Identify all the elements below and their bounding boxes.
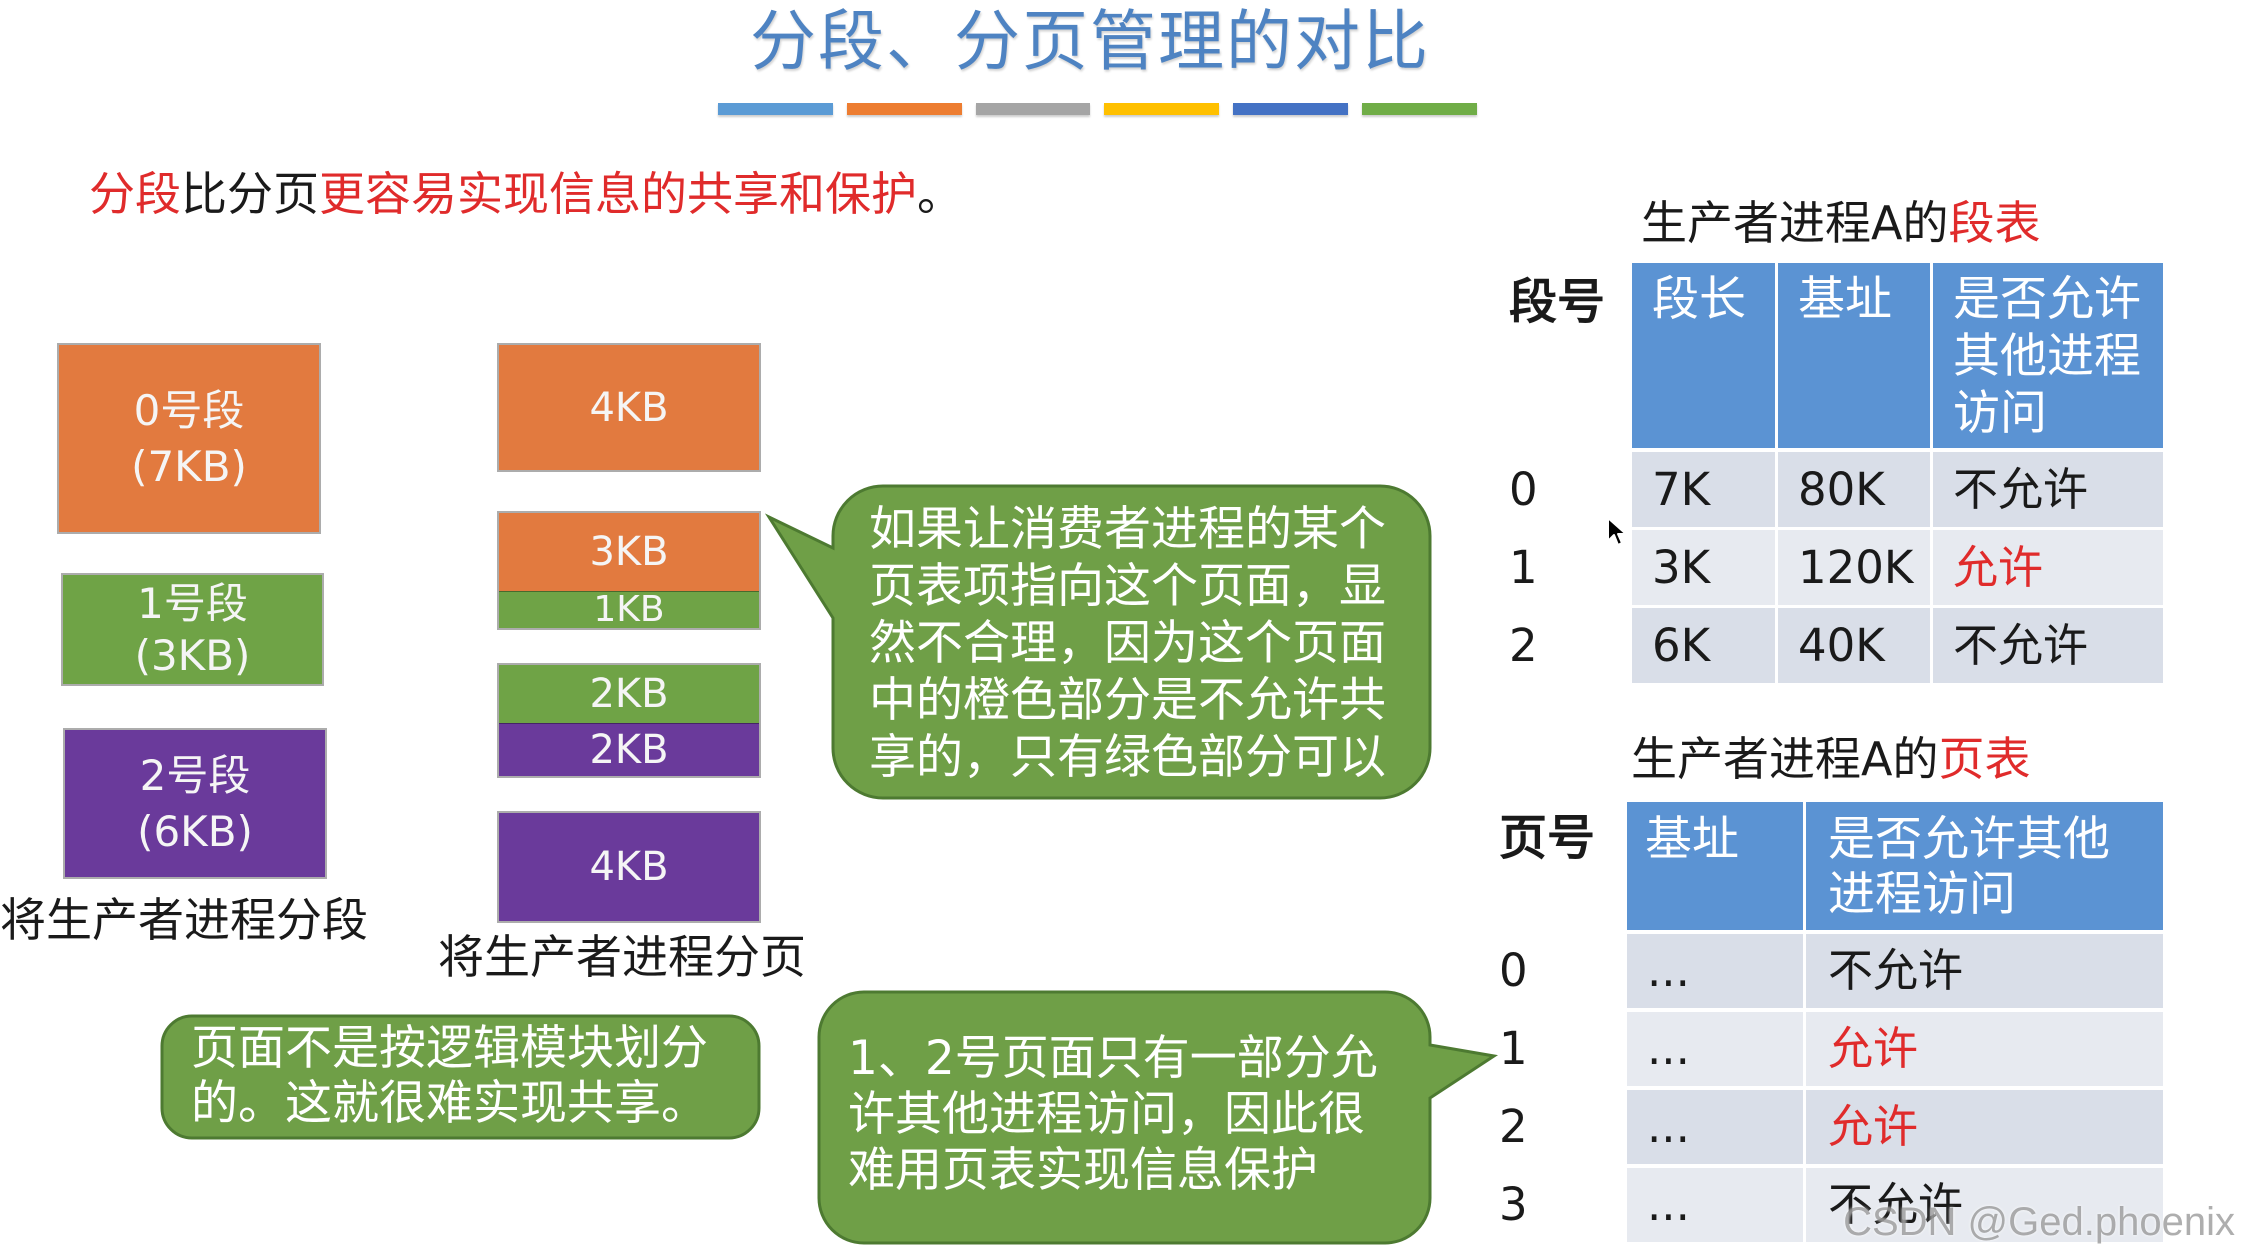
page-base-cell: ... [1627, 1090, 1803, 1164]
mouse-pointer-icon [1607, 517, 1627, 546]
page-block-2: 2KB 2KB [497, 663, 761, 778]
page-row-number: 2 [1499, 1100, 1528, 1153]
segment-length-cell: 7K [1632, 452, 1775, 527]
segment-access-header-line: 其他进程 [1953, 329, 2141, 384]
watermark: CSDN @Ged.phoenix [1843, 1200, 2235, 1244]
intro-part-3: 更容易实现信息的共享和保护 [319, 167, 917, 221]
page-base-cell: ... [1627, 934, 1803, 1008]
segment-block-0-size: (7KB) [131, 441, 247, 491]
callout-line: 1、2号页面只有一部分允 [848, 1031, 1378, 1086]
segment-access-header: 是否允许 其他进程 访问 [1933, 263, 2163, 448]
slide-title: 分段、分页管理的对比 [750, 3, 1430, 80]
page-block-2-part-1: 2KB [499, 723, 759, 776]
segment-block-1-name: 1号段 [137, 578, 248, 628]
callout-bubble-page-protection [817, 990, 1499, 1245]
segment-base-cell: 80K [1778, 452, 1930, 527]
segment-base-cell: 120K [1778, 530, 1930, 605]
page-base-cell: ... [1627, 1168, 1803, 1242]
segment-block-2: 2号段 (6KB) [63, 728, 327, 879]
callout-line: 页面不是按逻辑模块划分 [191, 1021, 708, 1076]
callout-line: 然不合理，因为这个页面 [869, 616, 1386, 671]
page-table-title: 生产者进程A的页表 [1631, 731, 2030, 787]
page-block-3-part-0: 4KB [499, 813, 759, 921]
callout-line: 享的，只有绿色部分可以 [869, 730, 1386, 785]
segment-block-1: 1号段 (3KB) [61, 573, 324, 686]
segment-block-2-name: 2号段 [139, 750, 251, 800]
intro-part-2: 比分页 [181, 167, 319, 221]
callout-line: 许其他进程访问，因此很 [848, 1087, 1365, 1142]
page-block-0-part-0: 4KB [499, 345, 759, 470]
segment-block-0: 0号段 (7KB) [57, 343, 321, 534]
callout-bubble-shared-page [764, 484, 1432, 800]
page-access-cell: 不允许 [1806, 934, 2163, 1008]
page-block-1-part-1: 1KB [499, 591, 759, 628]
callout-bubble-page-logic [160, 1014, 761, 1140]
callout-line: 如果让消费者进程的某个 [869, 502, 1386, 557]
title-bar-4 [1104, 103, 1220, 115]
segment-access-cell: 不允许 [1933, 452, 2163, 527]
segment-access-cell: 不允许 [1933, 608, 2163, 683]
segment-row-number: 1 [1509, 541, 1538, 594]
segment-length-cell: 3K [1632, 530, 1775, 605]
segment-length-cell: 6K [1632, 608, 1775, 683]
callout-line: 难用页表实现信息保护 [848, 1143, 1318, 1198]
page-block-1-part-0: 3KB [499, 513, 759, 591]
segment-base-header: 基址 [1778, 263, 1930, 448]
intro-part-1: 分段 [89, 167, 181, 221]
page-block-3: 4KB [497, 811, 761, 923]
page-access-header: 是否允许其他 进程访问 [1806, 802, 2163, 930]
callout-page-protection-text: 1、2号页面只有一部分允 许其他进程访问，因此很 难用页表实现信息保护 [848, 1031, 1378, 1199]
page-row-number: 1 [1499, 1022, 1528, 1075]
page-number-header: 页号 [1499, 810, 1596, 866]
segment-table-title-highlight: 段表 [1948, 196, 2041, 250]
page-row-number: 3 [1499, 1178, 1528, 1231]
intro-statement: 分段比分页更容易实现信息的共享和保护。 [89, 166, 963, 222]
title-bar-2 [846, 103, 962, 115]
segment-base-cell: 40K [1778, 608, 1930, 683]
page-access-cell: 允许 [1806, 1090, 2163, 1164]
segment-row-number: 0 [1509, 463, 1538, 516]
segment-row-number: 2 [1509, 619, 1538, 672]
title-underline-bars [718, 103, 1477, 115]
callout-line: 中的橙色部分是不允许共 [869, 673, 1386, 728]
segment-number-header: 段号 [1509, 274, 1606, 330]
pages-diagram-label: 将生产者进程分页 [438, 930, 806, 984]
segment-block-2-size: (6KB) [137, 806, 253, 856]
callout-line: 的。这就很难实现共享。 [191, 1076, 708, 1131]
page-base-cell: ... [1627, 1012, 1803, 1086]
page-access-cell: 不允许 [1806, 1168, 2163, 1242]
callout-shared-page-text: 如果让消费者进程的某个 页表项指向这个页面，显 然不合理，因为这个页面 中的橙色… [869, 501, 1386, 786]
page-table-title-highlight: 页表 [1938, 732, 2031, 786]
segments-diagram-label: 将生产者进程分段 [0, 893, 368, 947]
segment-access-cell: 允许 [1933, 530, 2163, 605]
callout-page-logic-text: 页面不是按逻辑模块划分 的。这就很难实现共享。 [191, 1021, 708, 1131]
page-base-header: 基址 [1627, 802, 1803, 930]
title-bar-5 [1233, 103, 1349, 115]
page-access-cell: 允许 [1806, 1012, 2163, 1086]
segment-access-header-line: 访问 [1953, 386, 2047, 441]
title-bar-3 [975, 103, 1091, 115]
page-row-number: 0 [1499, 944, 1528, 997]
page-table-title-prefix: 生产者进程A的 [1631, 732, 1939, 786]
page-access-header-line: 是否允许其他 [1828, 812, 2110, 867]
page-block-1: 3KB 1KB [497, 511, 761, 630]
title-bar-6 [1362, 103, 1477, 115]
page-access-header-line: 进程访问 [1828, 867, 2016, 922]
title-bar-1 [718, 103, 833, 115]
segment-access-header-line: 是否允许 [1953, 272, 2141, 327]
segment-block-1-size: (3KB) [134, 630, 251, 680]
segment-block-0-name: 0号段 [133, 385, 245, 435]
callout-line: 页表项指向这个页面，显 [869, 559, 1386, 614]
page-block-0: 4KB [497, 343, 761, 472]
segment-length-header: 段长 [1632, 263, 1775, 448]
page-block-2-part-0: 2KB [499, 665, 759, 723]
segment-table-title: 生产者进程A的段表 [1641, 195, 2040, 251]
intro-part-4: 。 [917, 167, 963, 221]
segment-table-title-prefix: 生产者进程A的 [1641, 196, 1949, 250]
